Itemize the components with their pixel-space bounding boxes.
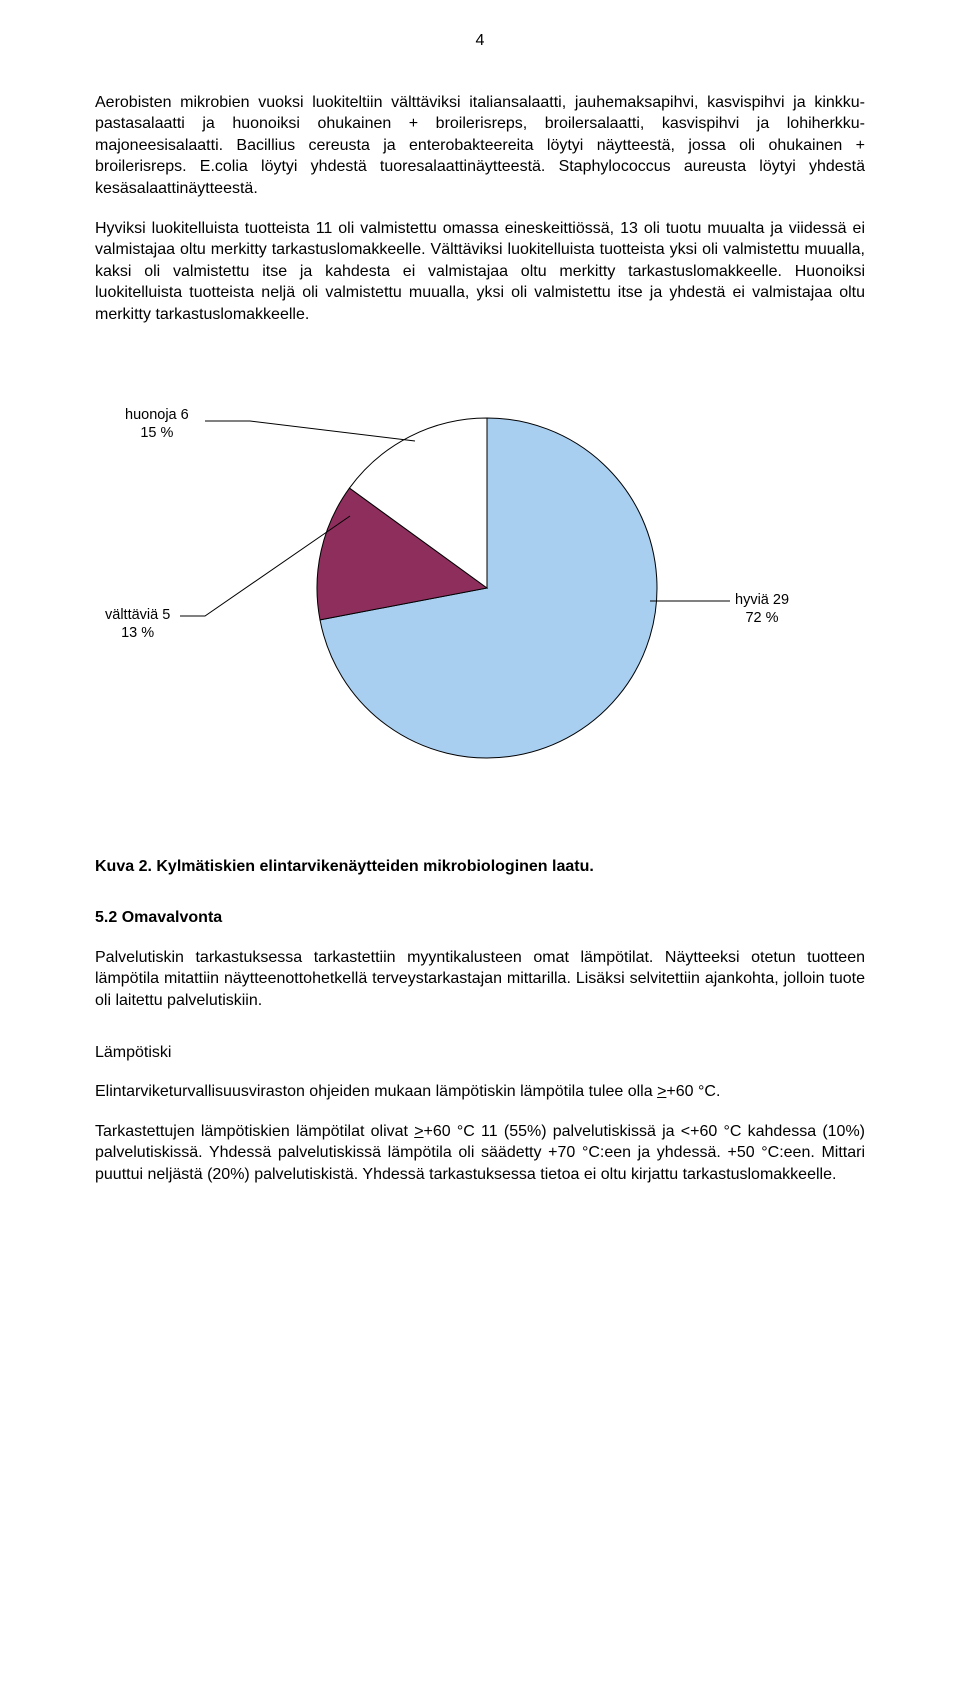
p5-u1: > xyxy=(414,1123,423,1140)
body-paragraph: Hyviksi luokitelluista tuotteista 11 oli… xyxy=(95,218,865,326)
pie-label: huonoja 6 15 % xyxy=(125,406,189,444)
body-paragraph: Palvelutiskin tarkastuksessa tarkastetti… xyxy=(95,947,865,1012)
leader-line xyxy=(180,516,350,616)
p4-part2: +60 °C. xyxy=(666,1083,720,1100)
pie-label: hyviä 29 72 % xyxy=(735,591,789,629)
page-number: 4 xyxy=(95,30,865,52)
p5-a: Tarkastettujen lämpötiskien lämpötilat o… xyxy=(95,1123,414,1140)
section-heading: 5.2 Omavalvonta xyxy=(95,907,865,929)
body-paragraph: Aerobisten mikrobien vuoksi luokiteltiin… xyxy=(95,92,865,200)
body-paragraph: Elintarviketurvallisuusviraston ohjeiden… xyxy=(95,1081,865,1103)
body-paragraph: Tarkastettujen lämpötiskien lämpötilat o… xyxy=(95,1121,865,1186)
leader-line xyxy=(205,421,415,441)
p4-part1: Elintarviketurvallisuusviraston ohjeiden… xyxy=(95,1083,657,1100)
chart-caption: Kuva 2. Kylmätiskien elintarvikenäytteid… xyxy=(95,856,865,878)
sub-heading: Lämpötiski xyxy=(95,1042,865,1064)
p4-underline: > xyxy=(657,1083,666,1100)
pie-label: välttäviä 5 13 % xyxy=(105,606,170,644)
pie-chart: hyviä 29 72 % välttäviä 5 13 % huonoja 6 1… xyxy=(95,386,865,816)
